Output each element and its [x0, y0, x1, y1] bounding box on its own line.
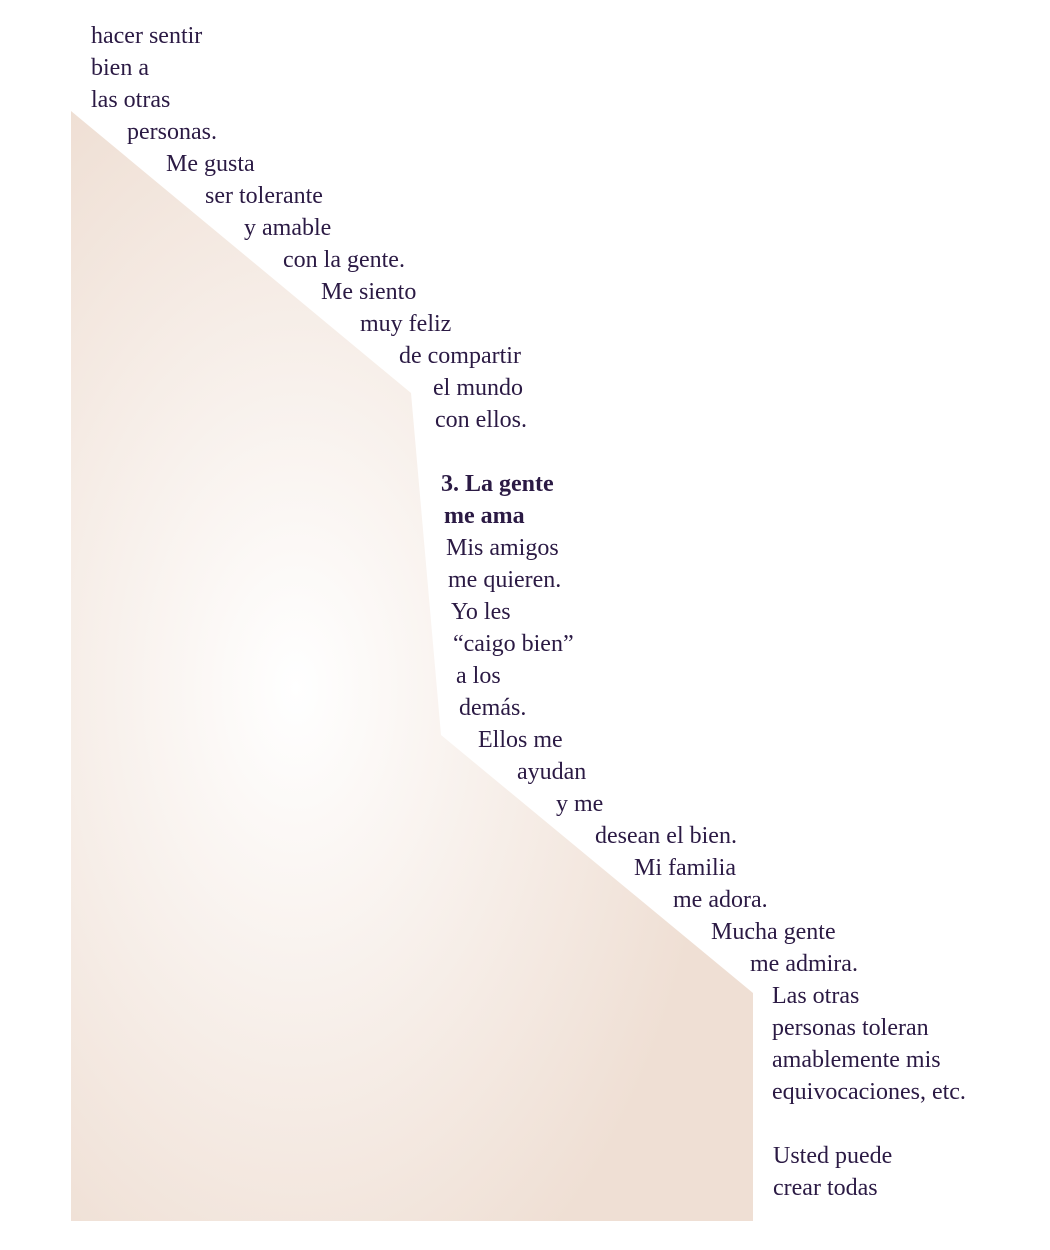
text-line: me quieren.: [448, 567, 562, 593]
text-line: con ellos.: [435, 407, 527, 433]
text-line: amablemente mis: [772, 1047, 941, 1073]
text-line: me adora.: [673, 887, 768, 913]
text-line: “caigo bien”: [453, 631, 574, 657]
section-heading: 3. La gente: [441, 471, 554, 497]
text-line: bien a: [91, 55, 149, 81]
text-line: Mis amigos: [446, 535, 559, 561]
text-line: y amable: [244, 215, 332, 241]
text-line: de compartir: [399, 343, 521, 369]
text-line: equivocaciones, etc.: [772, 1079, 966, 1105]
text-line: ser tolerante: [205, 183, 323, 209]
text-line: hacer sentir: [91, 23, 203, 49]
text-line: Me siento: [321, 279, 417, 305]
text-line: Me gusta: [166, 151, 255, 177]
text-line: con la gente.: [283, 247, 405, 273]
text-line: Mucha gente: [711, 919, 836, 945]
text-line: Yo les: [451, 599, 511, 625]
text-line: crear todas: [773, 1175, 878, 1201]
text-line: ayudan: [517, 759, 587, 785]
text-line: a los: [456, 663, 501, 689]
text-line: personas toleran: [772, 1015, 929, 1041]
text-line: Mi familia: [634, 855, 736, 881]
text-line: demás.: [459, 695, 527, 721]
text-line: las otras: [91, 87, 171, 113]
text-line: y me: [556, 791, 604, 817]
text-line: muy feliz: [360, 311, 452, 337]
diagonal-shape: [71, 111, 753, 1221]
text-line: desean el bien.: [595, 823, 737, 849]
text-line: el mundo: [433, 375, 523, 401]
text-line: Usted puede: [773, 1143, 893, 1169]
text-line: Ellos me: [478, 727, 563, 753]
text-line: me admira.: [750, 951, 858, 977]
text-line: Las otras: [772, 983, 860, 1009]
section-heading: me ama: [444, 503, 525, 529]
text-line: personas.: [127, 119, 217, 145]
